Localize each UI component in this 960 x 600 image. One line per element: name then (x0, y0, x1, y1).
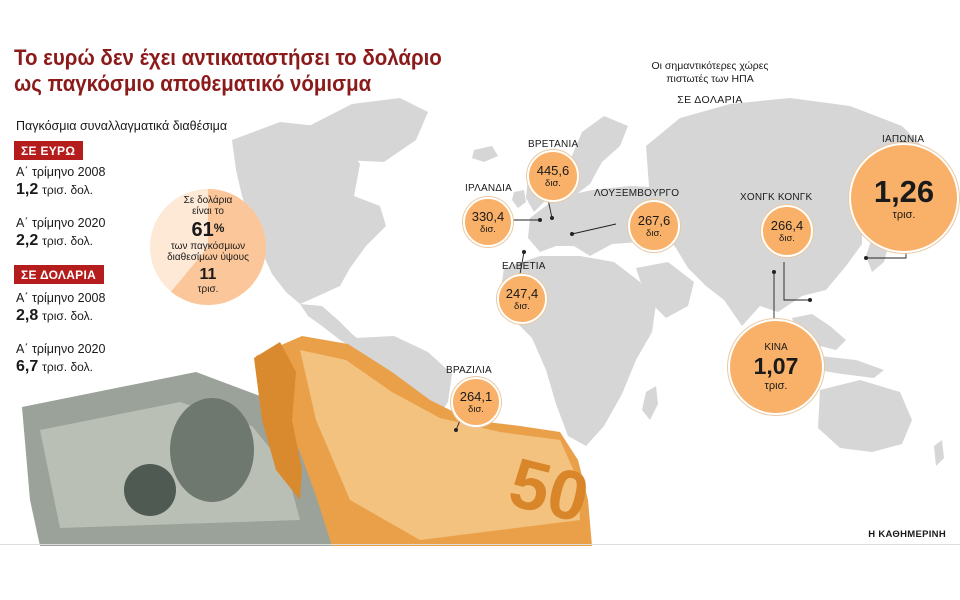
bubble-value: 266,4 (770, 217, 804, 233)
pie-share-slice (171, 189, 267, 305)
value-number: 2,8 (16, 307, 39, 324)
bubble-anchors (454, 216, 868, 432)
period-label: Α΄ τρίμηνο 2008 (16, 165, 106, 179)
madagascar (642, 386, 658, 420)
southeast-asia (792, 314, 846, 350)
pie-line-2: είναι το (192, 206, 224, 217)
country-label-switzerland: ΕΛΒΕΤΙΑ (502, 261, 546, 272)
value-number: 1,2 (16, 181, 39, 198)
value-line: 6,7 τρισ. δολ. (16, 358, 105, 376)
unit-label: ΣΕ ΔΟΛΑΡΙΑ (677, 94, 743, 106)
bubble-unit: δισ. (480, 223, 496, 235)
bubble-unit: δισ. (514, 300, 530, 312)
period-label: Α΄ τρίμηνο 2008 (16, 291, 106, 305)
country-label-china: ΚΙΝΑ (764, 341, 788, 353)
creditors-header-line-1: Οι σημαντικότερες χώρες (651, 60, 769, 72)
arabia (636, 262, 694, 318)
percent-sign: % (213, 221, 225, 235)
value-line: 2,2 τρισ. δολ. (16, 232, 105, 250)
bubble-unit: δισ. (646, 227, 662, 239)
bubble-luxembourg: 267,6 δισ. (628, 200, 680, 252)
bubble-unit: δισ. (779, 232, 795, 244)
country-label-hong-kong: ΧΟΝΓΚ ΚΟΝΓΚ (740, 192, 813, 203)
australia (818, 380, 912, 452)
bubble-uk: 445,6 δισ. (527, 150, 579, 202)
euro-denomination: 50 (502, 443, 596, 538)
bubble-unit: δισ. (545, 177, 561, 189)
banknotes: 50 (22, 336, 596, 546)
country-label-brazil: ΒΡΑΖΙΛΙΑ (446, 365, 492, 376)
period-label: Α΄ τρίμηνο 2020 (16, 216, 106, 230)
bubble-leader-lines (455, 189, 907, 431)
country-label-ireland: ΙΡΛΑΝΔΙΑ (465, 183, 513, 194)
creditors-header: Οι σημαντικότερες χώρες πιστωτές των ΗΠΑ… (620, 60, 800, 107)
bubble-value: 1,26 (873, 173, 935, 209)
bubble-switzerland: 247,4 δισ. (497, 274, 547, 324)
value-unit: τρισ. δολ. (42, 234, 93, 248)
bubble-value: 1,07 (753, 352, 799, 379)
pie-share-value: 61% (158, 217, 258, 241)
pie-line-4: διαθεσίμων ύψους (167, 252, 249, 263)
euro-row-2008: Α΄ τρίμηνο 2008 1,2 τρισ. δολ. (16, 164, 105, 199)
tag-euro: ΣΕ ΕΥΡΩ (14, 141, 84, 160)
new-zealand (934, 440, 944, 466)
title-line-2: ως παγκόσμιο αποθεματικό νόμισμα (14, 71, 372, 96)
bottom-rule (0, 544, 960, 545)
pie-line-1: Σε δολάρια (183, 195, 233, 206)
pie-share-number: 61 (191, 219, 214, 241)
dollar-portrait (170, 398, 254, 502)
country-label-japan: ΙΑΠΩΝΙΑ (882, 134, 925, 145)
bubble-value: 330,4 (471, 208, 505, 224)
iceland (472, 146, 498, 162)
value-unit: τρισ. δολ. (42, 360, 93, 374)
scandinavia (566, 116, 628, 196)
tag-dollar: ΣΕ ΔΟΛΑΡΙΑ (14, 265, 105, 284)
value-number: 2,2 (16, 232, 39, 249)
bubble-value: 247,4 (505, 285, 539, 301)
bubble-unit: τρισ. (764, 379, 788, 392)
north-america (232, 122, 386, 304)
creditors-header-line-2: πιστωτές των ΗΠΑ (666, 73, 754, 85)
value-unit: τρισ. δολ. (42, 309, 93, 323)
bubble-unit: τρισ. (892, 208, 916, 221)
country-label-luxembourg: ΛΟΥΞΕΜΒΟΥΡΓΟ (594, 188, 680, 199)
chart-subtitle: Παγκόσμια συναλλαγματικά διαθέσιμα (16, 119, 228, 133)
bubble-value: 264,1 (459, 388, 493, 404)
bubble-unit: δισ. (468, 403, 484, 415)
pie-line-3: των παγκόσμιων (170, 241, 246, 252)
bubble-value: 267,6 (637, 212, 671, 228)
ireland (512, 190, 526, 208)
value-number: 6,7 (16, 358, 39, 375)
euro-note-curl (254, 342, 302, 500)
period-label: Α΄ τρίμηνο 2020 (16, 342, 106, 356)
value-line: 2,8 τρισ. δολ. (16, 307, 105, 325)
value-line: 1,2 τρισ. δολ. (16, 181, 105, 199)
dollar-seal (124, 464, 176, 516)
bubble-value: 445,6 (536, 162, 570, 178)
euro-row-2020: Α΄ τρίμηνο 2020 2,2 τρισ. δολ. (16, 215, 105, 250)
bubble-ireland: 330,4 δισ. (463, 197, 513, 247)
dollar-row-2020: Α΄ τρίμηνο 2020 6,7 τρισ. δολ. (16, 341, 105, 376)
bubble-hong-kong: 266,4 δισ. (761, 205, 813, 257)
bubble-brazil: 264,1 δισ. (451, 377, 501, 427)
dollar-row-2008: Α΄ τρίμηνο 2008 2,8 τρισ. δολ. (16, 290, 105, 325)
dollar-share-pie (150, 189, 267, 305)
pie-total-unit: τρισ. (197, 284, 219, 295)
chart-title: Το ευρώ δεν έχει αντικαταστήσει το δολάρ… (14, 45, 442, 97)
country-label-uk: ΒΡΕΤΑΝΙΑ (528, 139, 579, 150)
title-line-1: Το ευρώ δεν έχει αντικαταστήσει το δολάρ… (14, 45, 442, 70)
euro-note-face (300, 350, 580, 540)
bubble-china: ΚΙΝΑ 1,07 τρισ. (728, 319, 824, 415)
pie-total: 11 (199, 266, 217, 283)
publisher-credit: Η ΚΑΘΗΜΕΡΙΝΗ (868, 529, 946, 540)
value-unit: τρισ. δολ. (42, 183, 93, 197)
central-america (300, 304, 364, 350)
bubble-japan: 1,26 τρισ. (849, 143, 959, 253)
pie-label: Σε δολάρια είναι το 61% των παγκόσμιων δ… (158, 195, 258, 295)
